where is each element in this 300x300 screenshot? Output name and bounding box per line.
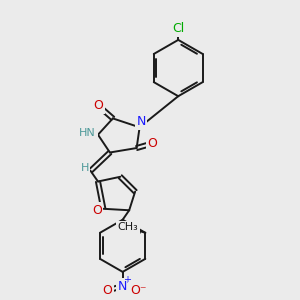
Text: O⁻: O⁻ <box>130 284 146 297</box>
Text: H: H <box>80 163 89 173</box>
Text: N: N <box>118 280 127 292</box>
Text: CH₃: CH₃ <box>118 222 138 233</box>
Text: O: O <box>102 284 112 297</box>
Text: HN: HN <box>79 128 96 138</box>
Text: N: N <box>136 116 146 128</box>
Text: O: O <box>147 137 157 150</box>
Text: Cl: Cl <box>172 22 184 35</box>
Text: +: + <box>123 274 131 285</box>
Text: O: O <box>94 100 103 112</box>
Text: O: O <box>92 204 102 217</box>
